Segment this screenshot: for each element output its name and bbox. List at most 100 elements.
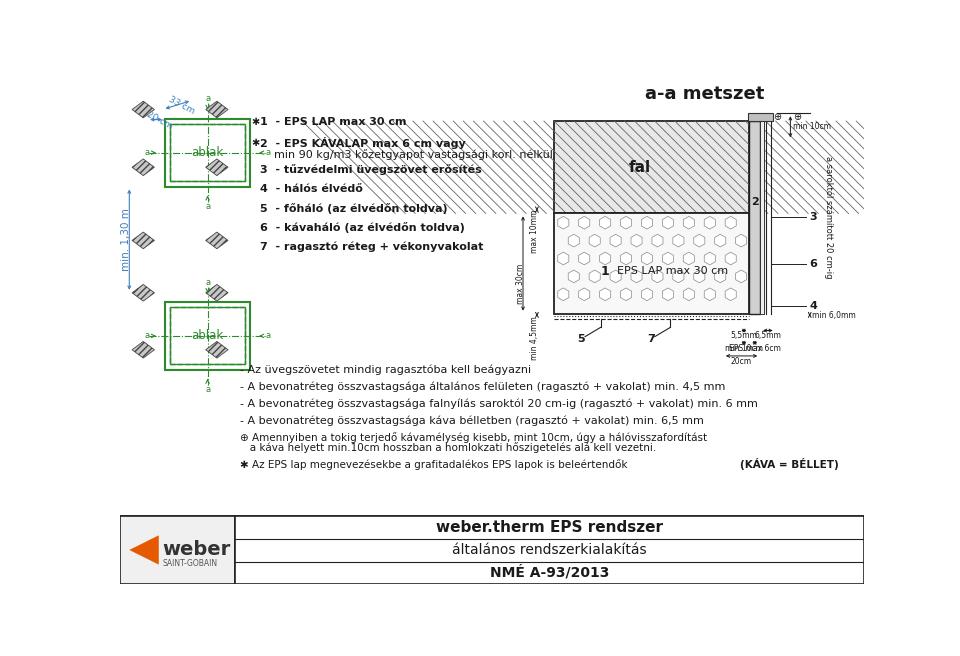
Bar — [234, 516, 864, 584]
Text: 20 cm: 20 cm — [145, 110, 174, 131]
Bar — [170, 308, 245, 364]
Text: 5,5mm: 5,5mm — [731, 331, 757, 340]
Text: EPS max 6cm: EPS max 6cm — [729, 344, 780, 353]
Bar — [554, 213, 750, 314]
Text: ⊕: ⊕ — [793, 112, 801, 122]
Text: 33 cm: 33 cm — [167, 94, 197, 116]
Text: SAINT-GOBAIN: SAINT-GOBAIN — [162, 560, 218, 568]
Text: 3: 3 — [809, 213, 817, 222]
Text: - A bevonatréteg összvastagsága általános felületen (ragasztó + vakolat) min. 4,: - A bevonatréteg összvastagsága általáno… — [240, 382, 726, 392]
Bar — [120, 516, 864, 584]
Text: ⊕: ⊕ — [773, 112, 781, 122]
Text: min 10cm: min 10cm — [725, 344, 763, 353]
Polygon shape — [631, 270, 642, 283]
Polygon shape — [600, 288, 611, 300]
Polygon shape — [558, 288, 569, 300]
Bar — [170, 124, 245, 181]
Text: 4  - hálós élvédő: 4 - hálós élvédő — [259, 184, 362, 194]
Polygon shape — [620, 252, 632, 265]
Text: 7: 7 — [647, 334, 655, 344]
Polygon shape — [132, 159, 155, 176]
Text: 6: 6 — [809, 258, 818, 268]
Polygon shape — [579, 252, 589, 265]
Polygon shape — [620, 288, 632, 300]
Polygon shape — [631, 234, 642, 247]
Text: 3  - tűzvédelmi üvegszövet erősítés: 3 - tűzvédelmi üvegszövet erősítés — [259, 164, 481, 175]
Polygon shape — [652, 270, 663, 283]
Polygon shape — [662, 252, 674, 265]
Text: NMÉ A-93/2013: NMÉ A-93/2013 — [490, 565, 609, 579]
Polygon shape — [641, 288, 653, 300]
Text: ablak: ablak — [191, 146, 224, 159]
Text: a-a metszet: a-a metszet — [645, 85, 765, 103]
Polygon shape — [662, 288, 674, 300]
Polygon shape — [694, 270, 705, 283]
Polygon shape — [132, 285, 155, 301]
Text: általános rendszerkialakítás: általános rendszerkialakítás — [452, 543, 647, 557]
Text: a: a — [205, 277, 210, 287]
Polygon shape — [132, 232, 155, 249]
Bar — [760, 121, 764, 314]
Polygon shape — [725, 252, 736, 265]
Bar — [748, 113, 773, 121]
Polygon shape — [579, 216, 589, 229]
Text: 5  - főháló (az élvédőn toldva): 5 - főháló (az élvédőn toldva) — [259, 203, 447, 214]
Text: min 4,5mm: min 4,5mm — [530, 316, 540, 359]
Text: 6  - kávaháló (az élvédőn toldva): 6 - kávaháló (az élvédőn toldva) — [259, 222, 465, 233]
Polygon shape — [600, 216, 611, 229]
Text: min 10cm: min 10cm — [793, 122, 830, 131]
Text: fal: fal — [629, 160, 651, 174]
Bar — [120, 516, 234, 584]
Text: ✱ Az EPS lap megnevezésekbe a grafitadalékos EPS lapok is beleértendők: ✱ Az EPS lap megnevezésekbe a grafitadal… — [240, 459, 628, 470]
Polygon shape — [725, 216, 736, 229]
Bar — [170, 124, 245, 181]
Polygon shape — [641, 216, 653, 229]
Polygon shape — [735, 234, 747, 247]
Bar — [165, 302, 251, 370]
Text: weber: weber — [162, 541, 230, 560]
Polygon shape — [610, 270, 621, 283]
Polygon shape — [662, 216, 674, 229]
Bar — [554, 121, 750, 213]
Text: 6,5mm: 6,5mm — [755, 331, 781, 340]
Polygon shape — [684, 288, 694, 300]
Bar — [165, 119, 251, 186]
Text: a: a — [205, 94, 210, 104]
Polygon shape — [589, 234, 600, 247]
Text: 4: 4 — [809, 301, 818, 311]
Text: a: a — [144, 148, 150, 157]
Polygon shape — [600, 252, 611, 265]
Text: min 90 kg/m3 kőzetgyapot vastagsági korl. nélkül: min 90 kg/m3 kőzetgyapot vastagsági korl… — [259, 149, 552, 159]
Polygon shape — [673, 270, 684, 283]
Text: (KÁVA = BÉLLET): (KÁVA = BÉLLET) — [740, 459, 839, 470]
Text: 2: 2 — [751, 197, 758, 207]
Polygon shape — [132, 101, 155, 118]
Text: - A bevonatréteg összvastagsága falnyílás saroktól 20 cm-ig (ragasztó + vakolat): - A bevonatréteg összvastagsága falnyílá… — [240, 398, 758, 409]
Polygon shape — [652, 234, 663, 247]
Text: min. 1,30 m: min. 1,30 m — [121, 208, 132, 271]
Polygon shape — [714, 270, 726, 283]
Polygon shape — [558, 216, 569, 229]
Polygon shape — [705, 288, 715, 300]
Text: 1  - EPS LAP max 30 cm: 1 - EPS LAP max 30 cm — [259, 117, 406, 127]
Text: min 6,0mm: min 6,0mm — [812, 312, 855, 320]
Text: 20cm: 20cm — [731, 357, 752, 366]
Text: a: a — [144, 331, 150, 340]
Polygon shape — [620, 216, 632, 229]
Text: weber.therm EPS rendszer: weber.therm EPS rendszer — [436, 520, 662, 535]
Text: ⊕ Amennyiben a tokig terjedő kávamélység kisebb, mint 10cm, úgy a hálóvisszaford: ⊕ Amennyiben a tokig terjedő kávamélység… — [240, 432, 708, 443]
Polygon shape — [694, 234, 705, 247]
Polygon shape — [705, 216, 715, 229]
Polygon shape — [130, 535, 158, 565]
Polygon shape — [205, 341, 228, 358]
Text: ✱: ✱ — [252, 117, 260, 127]
Polygon shape — [579, 288, 589, 300]
Text: 1: 1 — [601, 265, 610, 277]
Polygon shape — [725, 288, 736, 300]
Polygon shape — [568, 234, 579, 247]
Polygon shape — [558, 252, 569, 265]
Text: max 30cm: max 30cm — [516, 264, 525, 304]
Polygon shape — [568, 270, 579, 283]
Polygon shape — [132, 341, 155, 358]
Text: 2  - EPS KÁVALAP max 6 cm vagy: 2 - EPS KÁVALAP max 6 cm vagy — [259, 136, 466, 149]
